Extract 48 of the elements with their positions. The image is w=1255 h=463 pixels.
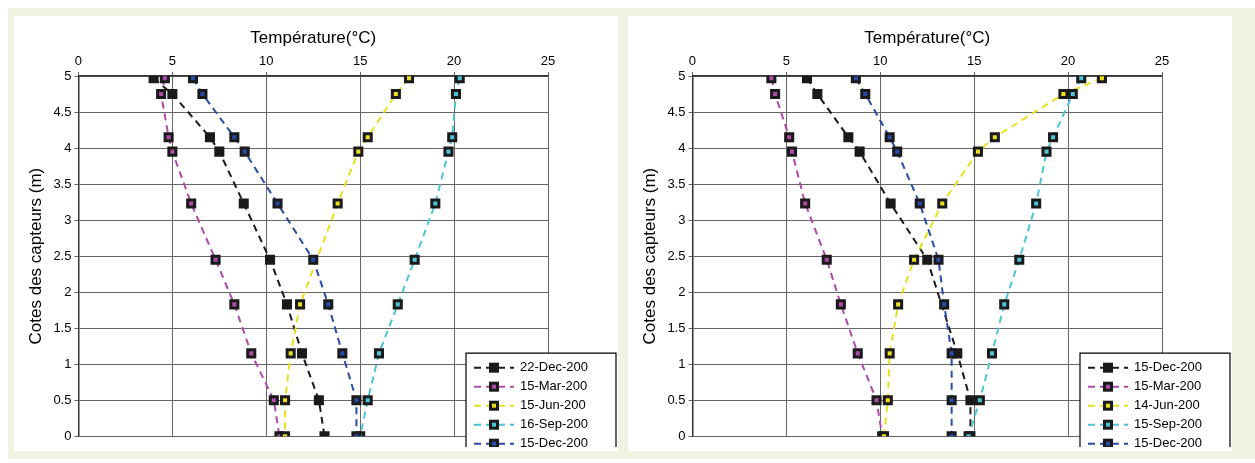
y-tick-label: 4.5 [667,103,686,119]
y-tick-label: 5 [678,67,686,83]
y-tick-label: 4 [678,139,686,155]
y-tick-label: 2 [64,283,72,299]
legend-label: 15-Dec-200 [1134,435,1202,451]
x-tick-label: 20 [1060,52,1076,68]
x-tick-label: 10 [259,52,274,68]
y-tick-label: 3 [64,211,72,227]
x-tick-label: 20 [446,52,462,68]
y-tick-label: 3 [678,211,686,227]
x-axis-title: Température(°C) [250,27,377,47]
y-tick-label: 0 [678,427,686,443]
x-tick-label: 25 [540,52,556,68]
y-axis-title: Cotes des capteurs (m) [25,167,45,345]
y-tick-label: 0.5 [53,391,72,407]
x-tick-label: 15 [352,52,368,68]
y-tick-label: 2 [678,283,686,299]
legend-label: 15-Sep-200 [1134,416,1202,432]
y-tick-label: 2.5 [667,247,686,263]
y-tick-label: 4.5 [53,103,72,119]
x-tick-label: 15 [966,52,982,68]
y-axis-title: Cotes des capteurs (m) [639,167,659,345]
x-tick-label: 25 [1154,52,1170,68]
x-tick-label: 0 [74,52,83,68]
y-tick-label: 0 [64,427,72,443]
x-tick-label: 5 [168,52,176,68]
y-tick-label: 5 [64,67,72,83]
y-tick-label: 1.5 [667,319,686,335]
y-tick-label: 1.5 [53,319,72,335]
x-tick-label: 0 [688,52,697,68]
legend-label: 15-Mar-200 [1134,378,1202,394]
legend-label: 15-Mar-200 [520,378,588,394]
y-tick-label: 0.5 [667,391,686,407]
y-tick-label: 3.5 [667,175,686,191]
x-axis-title: Température(°C) [864,27,991,47]
legend-label: 15-Jun-200 [520,397,586,413]
legend-label: 14-Jun-200 [1134,397,1200,413]
legend-label: 16-Sep-200 [520,416,588,432]
y-tick-label: 1 [64,355,72,371]
y-tick-label: 3.5 [53,175,72,191]
y-tick-label: 4 [64,139,72,155]
y-tick-label: 2.5 [53,247,72,263]
legend-label: 15-Dec-200 [1134,359,1202,375]
y-tick-label: 1 [678,355,686,371]
x-tick-label: 10 [873,52,888,68]
x-tick-label: 5 [782,52,790,68]
legend-label: 22-Dec-200 [520,359,588,375]
legend-label: 15-Dec-200 [520,435,588,451]
